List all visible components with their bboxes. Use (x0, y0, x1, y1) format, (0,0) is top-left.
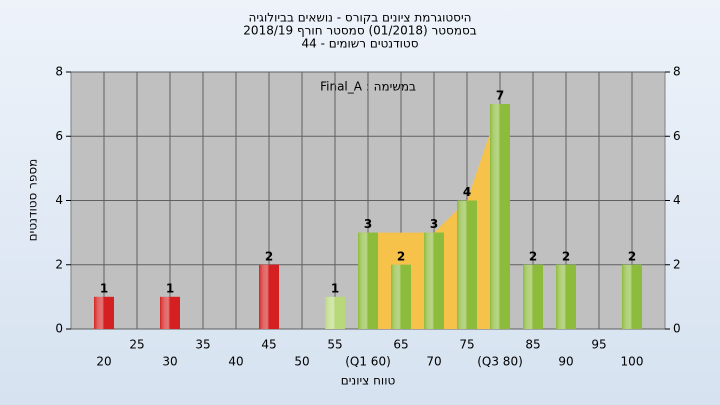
value-label: 2 (628, 249, 636, 263)
value-label: 1 (166, 281, 174, 295)
x-tick-label: 35 (195, 338, 210, 352)
x-tick-label: 40 (228, 355, 243, 369)
bar (325, 296, 345, 329)
value-label: 3 (430, 217, 438, 231)
x-tick-label: 95 (591, 338, 606, 352)
value-label: 3 (364, 217, 372, 231)
x-tick-label: 100 (621, 355, 644, 369)
x-tick-label: (Q3 80) (477, 355, 523, 369)
y-tick-label: 4 (55, 193, 63, 207)
bar (556, 264, 576, 329)
bar (622, 264, 642, 329)
value-label: 1 (100, 281, 108, 295)
bar (523, 264, 543, 329)
x-tick-label: 55 (327, 338, 342, 352)
x-tick-label: 75 (459, 338, 474, 352)
chart-subtitle: בסמסטר (01/2018) סמסטר חורף 2018/19 (243, 24, 476, 38)
y-tick-label: 6 (55, 129, 63, 143)
y-tick-label: 0 (55, 322, 63, 336)
value-label: 2 (529, 249, 537, 263)
x-axis-label: טווח ציונים (341, 374, 396, 388)
bar (457, 200, 477, 329)
y2-tick-label: 0 (673, 322, 681, 336)
x-tick-label: 85 (525, 338, 540, 352)
bar (94, 296, 114, 329)
y-tick-label: 2 (55, 257, 63, 271)
y2-tick-label: 4 (673, 193, 681, 207)
x-tick-label: 25 (129, 338, 144, 352)
x-tick-label: 45 (261, 338, 276, 352)
x-tick-label: (Q1 60) (345, 355, 391, 369)
x-tick-label: 65 (393, 338, 408, 352)
value-label: 7 (496, 89, 504, 103)
bar (259, 264, 279, 329)
bar (160, 296, 180, 329)
y-axis-label: מספר סטודנטים (26, 159, 40, 242)
value-label: 2 (397, 249, 405, 263)
bar (490, 104, 510, 329)
x-tick-label: 90 (558, 355, 573, 369)
x-tick-label: 70 (426, 355, 441, 369)
bar (424, 232, 444, 329)
y-tick-label: 8 (55, 65, 63, 79)
chart-title: היסטוגרמת ציונים בקורס - נושאים בביולוגי… (249, 11, 472, 25)
x-tick-label: 30 (162, 355, 177, 369)
value-label: 2 (265, 249, 273, 263)
bar (358, 232, 378, 329)
y2-tick-label: 2 (673, 257, 681, 271)
x-tick-label: 20 (96, 355, 111, 369)
y2-tick-label: 6 (673, 129, 681, 143)
value-label: 2 (562, 249, 570, 263)
value-label: 1 (331, 281, 339, 295)
y2-tick-label: 8 (673, 65, 681, 79)
bar (391, 264, 411, 329)
value-label: 4 (463, 185, 471, 199)
chart-subtitle: סטודנטים רשומים - 44 (301, 37, 418, 51)
x-tick-label: 50 (294, 355, 309, 369)
